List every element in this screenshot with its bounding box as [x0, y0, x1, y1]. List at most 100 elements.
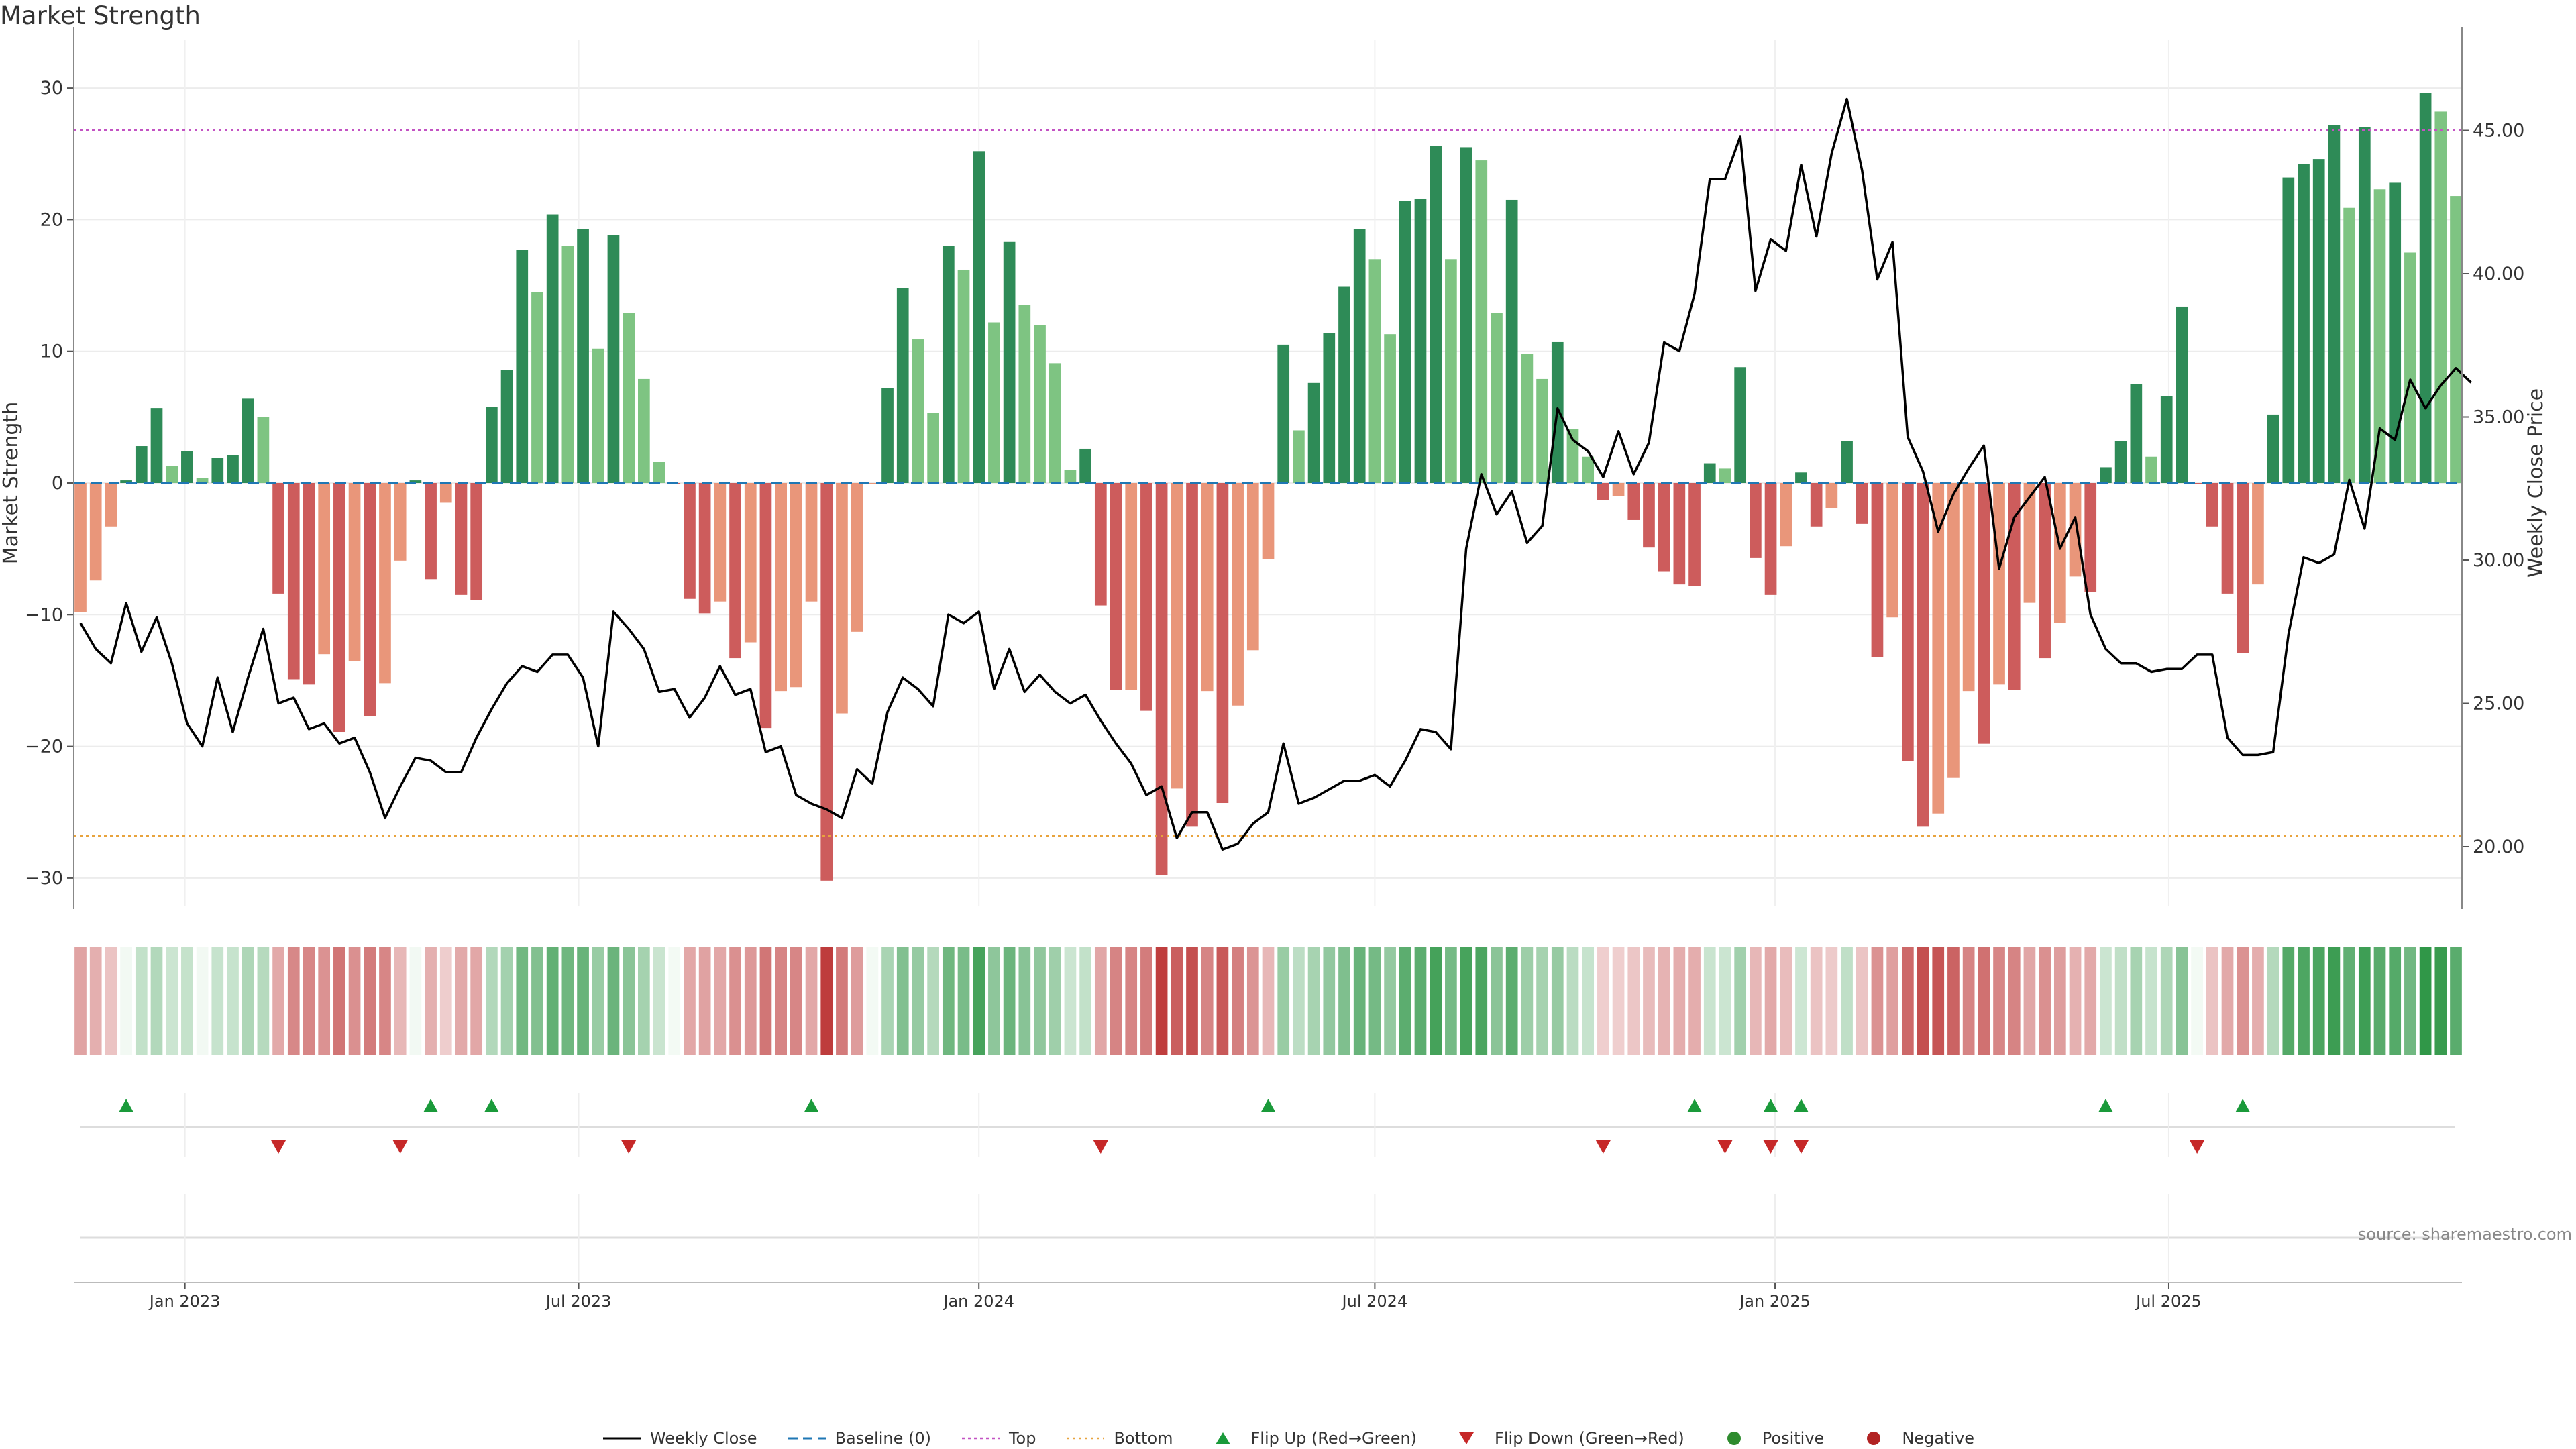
strength-bar — [1277, 344, 1290, 483]
heat-cell — [653, 947, 665, 1055]
strength-bar — [820, 483, 833, 881]
heat-cell — [227, 947, 239, 1055]
heat-cell — [486, 947, 498, 1055]
strength-bar — [744, 483, 757, 643]
heat-cell — [1582, 947, 1595, 1055]
strength-bar — [1064, 470, 1077, 483]
strength-bar — [1293, 430, 1305, 483]
strength-bar — [1643, 483, 1655, 548]
heat-cell — [2389, 947, 2402, 1055]
heat-cell — [516, 947, 529, 1055]
strength-bar — [2084, 483, 2097, 592]
heat-cell — [2191, 947, 2203, 1055]
heat-cell — [2114, 947, 2127, 1055]
heat-cell — [1186, 947, 1198, 1055]
heat-cell — [333, 947, 345, 1055]
strength-bar — [2358, 127, 2371, 484]
strength-bar — [2160, 396, 2173, 483]
heat-cell — [1597, 947, 1609, 1055]
heat-cell — [409, 947, 422, 1055]
heat-cell — [1871, 947, 1884, 1055]
strength-bar — [166, 466, 178, 483]
strength-bar — [942, 246, 955, 483]
heat-cell — [2450, 947, 2462, 1055]
strength-bar — [1810, 483, 1823, 527]
heat-cell — [1521, 947, 1534, 1055]
strength-bar — [1795, 472, 1807, 483]
heat-cell — [1307, 947, 1320, 1055]
flip-up-marker — [1793, 1099, 1809, 1112]
legend-label: Positive — [1762, 1429, 1825, 1448]
strength-bar — [1962, 483, 1975, 692]
strength-bar — [698, 483, 711, 614]
legend: Weekly Close Baseline (0) Top Bottom Flip Up… — [0, 1429, 2576, 1448]
heat-cell — [2176, 947, 2188, 1055]
heat-cell — [1171, 947, 1183, 1055]
heat-cell — [1460, 947, 1472, 1055]
heat-cell — [1901, 947, 1914, 1055]
heat-cell — [1658, 947, 1670, 1055]
strength-bar — [303, 483, 315, 685]
strength-heat-strip — [74, 947, 2462, 1055]
heat-cell — [1932, 947, 1945, 1055]
flip-up-marker — [119, 1099, 134, 1112]
heat-cell — [531, 947, 543, 1055]
strength-bar — [1734, 367, 1747, 483]
strength-bar — [881, 388, 894, 483]
heat-cell — [1627, 947, 1640, 1055]
heat-cell — [2404, 947, 2416, 1055]
legend-label: Bottom — [1114, 1429, 1173, 1448]
heat-cell — [942, 947, 955, 1055]
strength-bar — [836, 483, 848, 714]
strength-bar — [1201, 483, 1214, 692]
flip-up-marker — [804, 1099, 819, 1112]
heat-cell — [775, 947, 787, 1055]
strength-bar — [2328, 125, 2341, 484]
strength-bar — [684, 483, 696, 599]
strength-bar — [1430, 146, 1442, 484]
heat-cell — [1399, 947, 1411, 1055]
strength-bar — [2312, 159, 2325, 484]
y2-tick-label: 25.00 — [2473, 694, 2524, 714]
heat-cell — [1764, 947, 1777, 1055]
lower-panel — [80, 1194, 2455, 1281]
heat-cell — [470, 947, 483, 1055]
heat-cell — [287, 947, 300, 1055]
strength-bar — [74, 483, 87, 612]
heat-cell — [1780, 947, 1792, 1055]
strength-bar — [1505, 199, 1518, 483]
strength-bar — [348, 483, 361, 661]
strength-bar — [729, 483, 741, 659]
strength-bar — [2267, 414, 2279, 483]
strength-bar — [1262, 483, 1275, 559]
heat-cell — [1886, 947, 1898, 1055]
heat-cell — [684, 947, 696, 1055]
heat-cell — [2373, 947, 2386, 1055]
heat-cell — [592, 947, 604, 1055]
heat-cell — [1079, 947, 1091, 1055]
strength-bar — [988, 322, 1000, 483]
dashed-line-icon — [788, 1437, 826, 1440]
heat-cell — [166, 947, 178, 1055]
heat-cell — [272, 947, 284, 1055]
heat-cell — [1384, 947, 1396, 1055]
strength-bar — [1901, 483, 1914, 761]
legend-item-weekly-close: Weekly Close — [602, 1429, 757, 1448]
y2-tick-label: 45.00 — [2473, 121, 2524, 142]
strength-bar — [2252, 483, 2264, 585]
heat-cell — [1232, 947, 1244, 1055]
y-axis-label: Market Strength — [0, 402, 23, 564]
heat-cell — [1064, 947, 1077, 1055]
strength-bar — [1566, 429, 1579, 483]
legend-item-flip-up: Flip Up (Red→Green) — [1203, 1429, 1417, 1448]
strength-bar — [470, 483, 483, 600]
strength-bar — [409, 480, 422, 483]
strength-bar — [2343, 207, 2355, 483]
y-tick-label: −10 — [25, 604, 63, 625]
strength-bar — [1445, 259, 1457, 483]
strength-bar — [1750, 483, 1762, 558]
heat-cell — [1353, 947, 1366, 1055]
strength-bar — [2237, 483, 2249, 653]
strength-bar — [1338, 286, 1350, 483]
strength-bar — [2069, 483, 2082, 577]
